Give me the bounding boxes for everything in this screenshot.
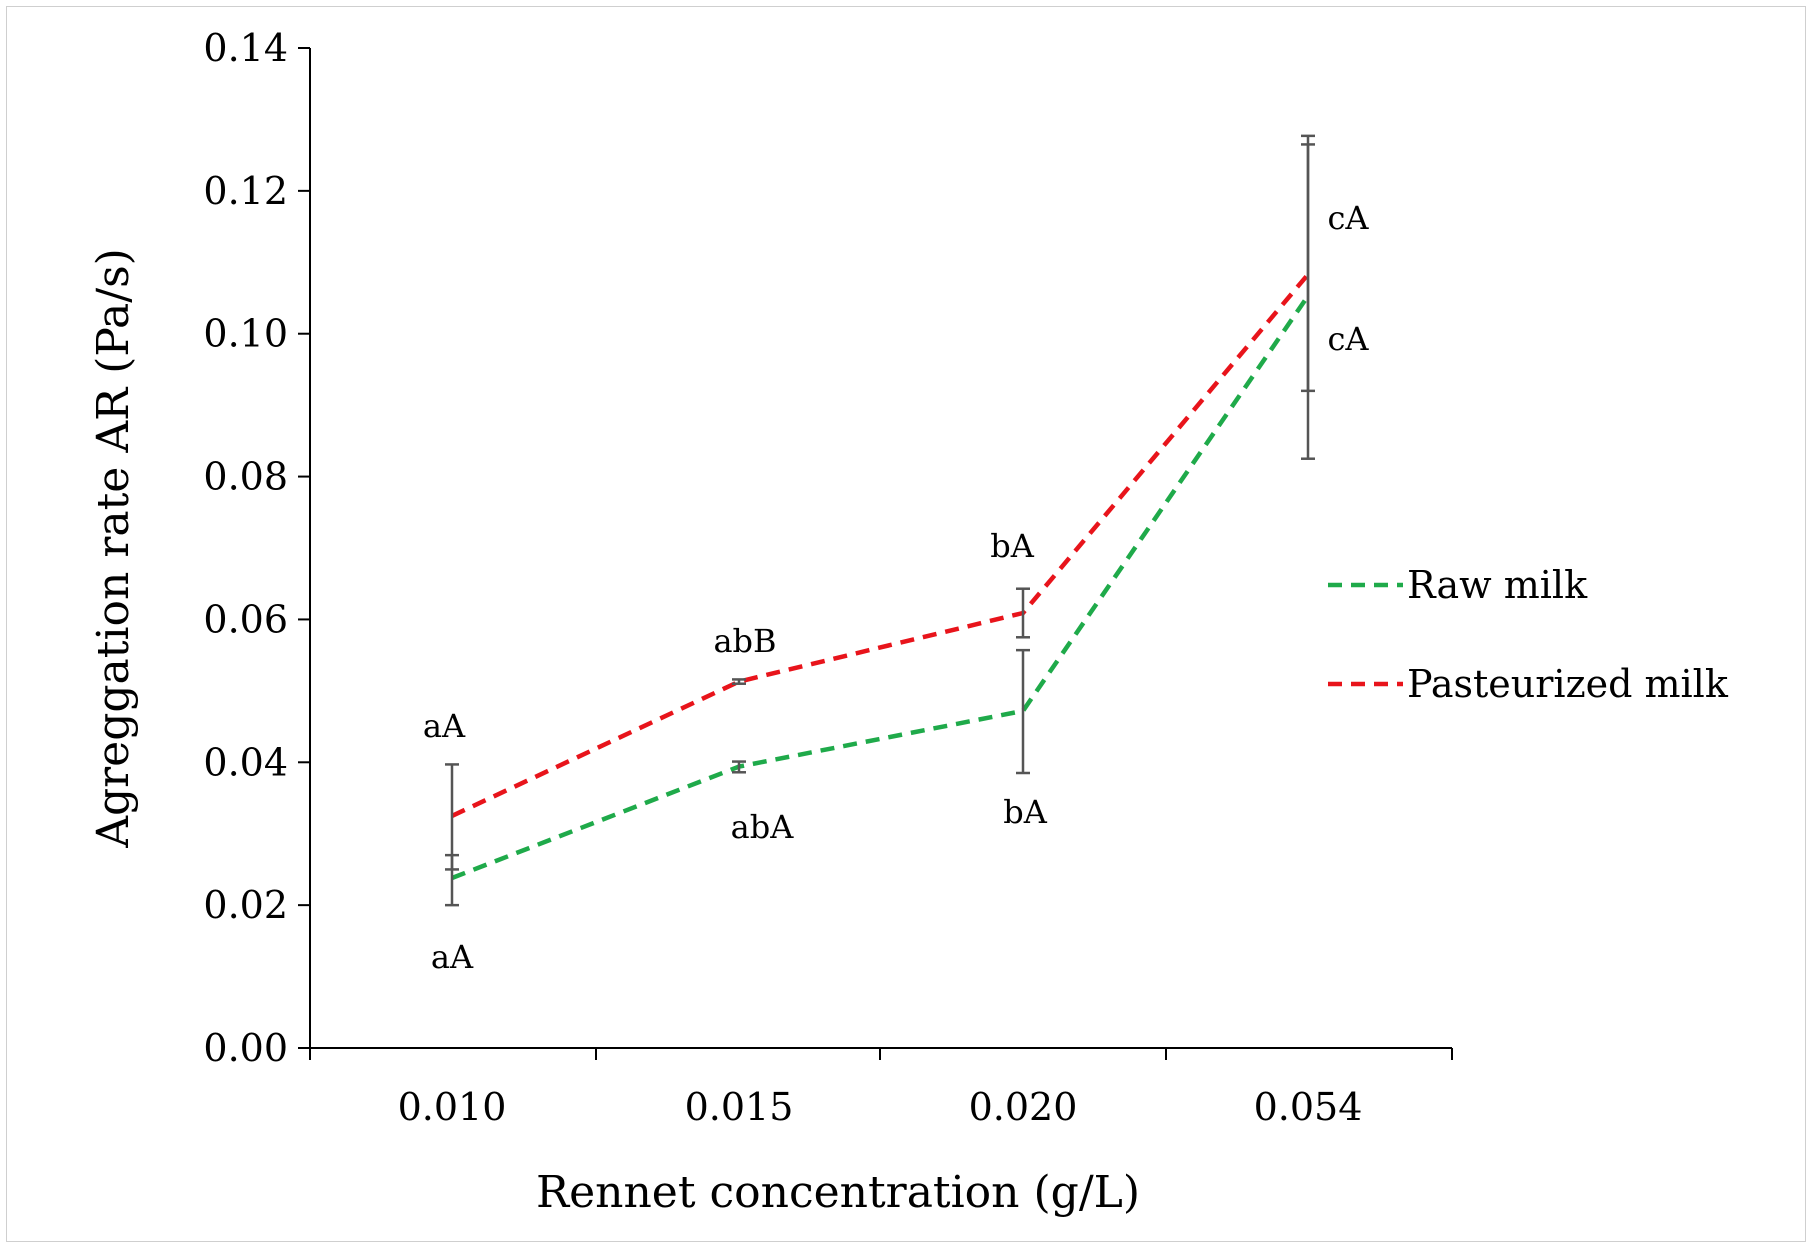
pasteurized-milk-significance-label: aA xyxy=(423,707,466,745)
y-tick-label: 0.02 xyxy=(203,883,288,927)
error-bar xyxy=(445,763,459,871)
raw-milk-significance-label: cA xyxy=(1327,320,1369,358)
series-layer xyxy=(451,272,1310,881)
y-tick-label: 0.08 xyxy=(203,455,288,499)
legend-label: Raw milk xyxy=(1407,563,1588,607)
raw-milk-significance-label: bA xyxy=(1003,793,1047,831)
legend: Raw milk Pasteurized milk xyxy=(1328,563,1729,706)
legend-entry: Pasteurized milk xyxy=(1328,662,1729,706)
y-tick-label: 0.10 xyxy=(203,312,288,356)
y-axis-title: Agreggation rate AR (Pa/s) xyxy=(88,248,139,849)
error-bar xyxy=(732,760,746,774)
x-tick-label: 0.020 xyxy=(969,1085,1078,1129)
significance-labels: aA abA bA cA aA abB bA cA xyxy=(423,199,1370,976)
pasteurized-milk-significance-label: cA xyxy=(1327,199,1369,237)
error-bar xyxy=(732,678,746,685)
series-line-raw-milk xyxy=(451,294,1310,881)
x-tick-label: 0.054 xyxy=(1254,1085,1363,1129)
axes xyxy=(309,48,1452,1049)
error-bar xyxy=(1016,587,1030,639)
y-tick-label: 0.12 xyxy=(203,169,288,213)
raw-milk-significance-label: aA xyxy=(431,938,474,976)
y-tick-label: 0.00 xyxy=(203,1026,288,1070)
raw-milk-significance-label: abA xyxy=(731,808,795,846)
y-tick-label: 0.04 xyxy=(203,740,288,784)
pasteurized-milk-significance-label: abB xyxy=(713,622,776,660)
figure-frame xyxy=(6,6,1806,1242)
x-axis-ticks: 0.010 0.015 0.020 0.054 xyxy=(309,1048,1453,1129)
y-tick-label: 0.14 xyxy=(203,26,288,70)
x-tick-label: 0.010 xyxy=(398,1085,507,1129)
error-bar xyxy=(1301,134,1315,393)
error-bar xyxy=(1016,648,1030,775)
legend-label: Pasteurized milk xyxy=(1407,662,1729,706)
y-axis-ticks: 0.00 0.02 0.04 0.06 0.08 0.10 0.12 0.14 xyxy=(203,26,310,1070)
error-bars xyxy=(445,134,1315,907)
y-tick-label: 0.06 xyxy=(203,597,288,641)
x-axis-title: Rennet concentration (g/L) xyxy=(536,1167,1140,1218)
legend-entry: Raw milk xyxy=(1328,563,1588,607)
series-line-pasteurized-milk xyxy=(451,272,1310,818)
x-tick-label: 0.015 xyxy=(685,1085,794,1129)
pasteurized-milk-significance-label: bA xyxy=(990,527,1034,565)
